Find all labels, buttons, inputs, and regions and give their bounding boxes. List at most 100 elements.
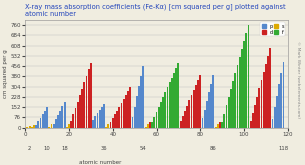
Bar bbox=[81, 89, 83, 128]
Bar bbox=[101, 107, 103, 128]
Bar bbox=[131, 117, 133, 128]
Bar bbox=[35, 125, 37, 128]
Bar bbox=[280, 73, 282, 128]
Y-axis label: cm squared per g: cm squared per g bbox=[3, 49, 8, 98]
Bar bbox=[254, 105, 256, 128]
Bar bbox=[96, 113, 99, 128]
Bar bbox=[204, 110, 206, 128]
Bar bbox=[202, 118, 203, 128]
Bar bbox=[167, 87, 168, 128]
Bar bbox=[151, 122, 153, 128]
Bar bbox=[186, 106, 188, 128]
Bar bbox=[193, 90, 195, 128]
Bar bbox=[153, 117, 155, 128]
Bar bbox=[64, 102, 66, 128]
Bar bbox=[59, 111, 61, 128]
Bar bbox=[210, 84, 212, 128]
Bar bbox=[250, 121, 252, 128]
Bar bbox=[282, 62, 284, 128]
Bar bbox=[105, 127, 107, 128]
Bar bbox=[44, 111, 46, 128]
Bar bbox=[237, 65, 239, 128]
Bar bbox=[142, 66, 144, 128]
Bar bbox=[221, 122, 223, 128]
Bar bbox=[178, 63, 179, 128]
Bar bbox=[267, 56, 269, 128]
Bar bbox=[116, 111, 118, 128]
Bar bbox=[234, 73, 236, 128]
Bar bbox=[114, 114, 116, 128]
Text: © Mark Winter (webelements.com): © Mark Winter (webelements.com) bbox=[296, 41, 300, 118]
Bar bbox=[51, 124, 52, 128]
Bar bbox=[215, 127, 217, 128]
Bar bbox=[274, 107, 276, 128]
Bar bbox=[228, 97, 230, 128]
Bar bbox=[278, 84, 280, 128]
Bar bbox=[66, 127, 68, 128]
Bar bbox=[256, 97, 258, 128]
Bar bbox=[29, 126, 31, 128]
Bar bbox=[33, 125, 35, 128]
Bar bbox=[175, 68, 177, 128]
Bar bbox=[156, 112, 157, 128]
Bar bbox=[55, 119, 57, 128]
Bar bbox=[120, 103, 122, 128]
Bar bbox=[263, 72, 265, 128]
Bar bbox=[125, 95, 127, 128]
Bar bbox=[180, 121, 181, 128]
Bar bbox=[83, 82, 85, 128]
Text: X-ray mass absorption coefficients (Fe-Kα) [cm squared per g] plotted against
at: X-ray mass absorption coefficients (Fe-K… bbox=[25, 3, 286, 16]
Bar bbox=[31, 127, 33, 128]
Bar bbox=[188, 100, 190, 128]
Bar bbox=[199, 75, 201, 128]
Bar bbox=[46, 107, 48, 128]
Bar bbox=[48, 127, 50, 128]
Bar bbox=[75, 108, 77, 128]
Bar bbox=[53, 124, 55, 128]
Text: atomic number: atomic number bbox=[80, 160, 122, 165]
Bar bbox=[195, 85, 197, 128]
Bar bbox=[112, 118, 114, 128]
Bar bbox=[252, 113, 254, 128]
Bar bbox=[265, 64, 267, 128]
Bar bbox=[145, 127, 146, 128]
Bar bbox=[245, 33, 247, 128]
Bar bbox=[258, 88, 260, 128]
Bar bbox=[164, 92, 166, 128]
Bar bbox=[217, 124, 219, 128]
Legend: p, d, s, f: p, d, s, f bbox=[260, 22, 285, 36]
Bar bbox=[247, 25, 249, 128]
Bar bbox=[42, 114, 44, 128]
Bar bbox=[99, 110, 101, 128]
Bar bbox=[276, 96, 278, 128]
Bar bbox=[79, 95, 81, 128]
Bar bbox=[191, 95, 192, 128]
Bar bbox=[149, 122, 151, 128]
Bar bbox=[103, 104, 105, 128]
Bar bbox=[241, 49, 243, 128]
Bar bbox=[160, 102, 162, 128]
Bar bbox=[213, 75, 214, 128]
Bar bbox=[57, 115, 59, 128]
Bar bbox=[129, 87, 131, 128]
Bar bbox=[173, 73, 175, 128]
Bar bbox=[140, 76, 142, 128]
Bar bbox=[70, 121, 72, 128]
Bar bbox=[184, 111, 186, 128]
Bar bbox=[206, 101, 208, 128]
Bar bbox=[62, 106, 63, 128]
Bar bbox=[224, 114, 225, 128]
Bar bbox=[138, 86, 140, 128]
Bar bbox=[158, 107, 160, 128]
Bar bbox=[271, 119, 274, 128]
Bar bbox=[72, 114, 74, 128]
Bar bbox=[118, 107, 120, 128]
Bar bbox=[169, 82, 170, 128]
Bar bbox=[226, 105, 228, 128]
Bar bbox=[109, 122, 112, 128]
Bar bbox=[232, 81, 234, 128]
Bar bbox=[208, 92, 210, 128]
Bar bbox=[162, 97, 164, 128]
Bar bbox=[219, 122, 221, 128]
Bar bbox=[127, 91, 129, 128]
